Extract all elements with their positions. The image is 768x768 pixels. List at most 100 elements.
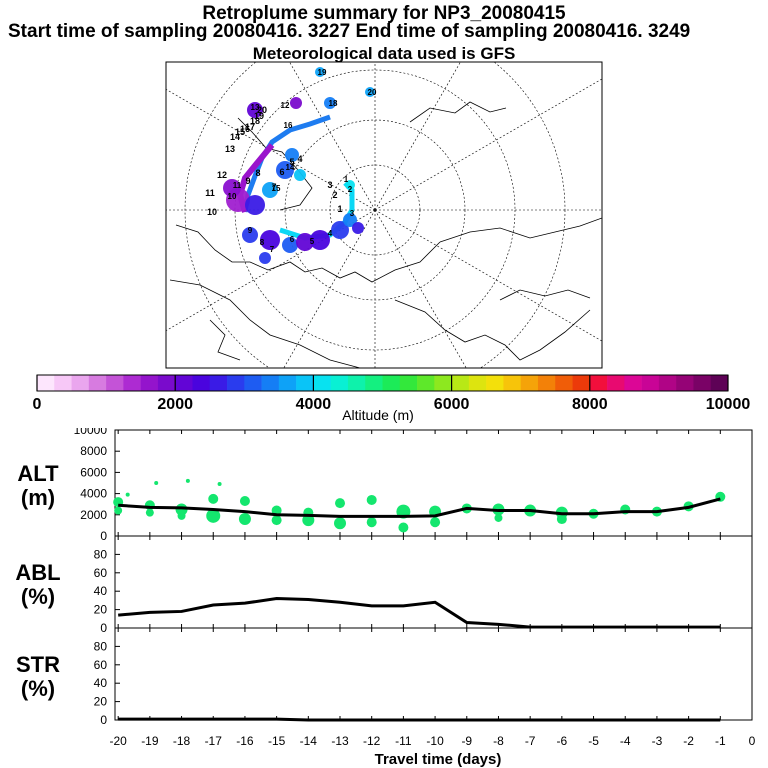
colorbar-cell — [607, 375, 625, 391]
plume-bubble — [242, 227, 258, 243]
colorbar-cell — [382, 375, 401, 391]
colorbar-cell — [37, 375, 55, 391]
coastline — [175, 224, 441, 283]
x-tick-label: -2 — [683, 734, 694, 748]
y-tick-label: 20 — [94, 695, 108, 709]
y-tick-label: 6000 — [80, 465, 107, 479]
bubble-label: 13 — [251, 103, 260, 112]
coastline — [439, 217, 602, 243]
time-series-panels: 0200040006000800010000ALT(m)020406080ABL… — [15, 428, 755, 768]
colorbar-cell — [537, 375, 556, 391]
x-tick-label: -11 — [395, 734, 412, 748]
bubble-label: 15 — [272, 184, 281, 193]
x-tick-label: -7 — [525, 734, 536, 748]
bubble-label: 18 — [329, 99, 338, 108]
colorbar-cell — [106, 375, 124, 391]
colorbar-tick-label: 2000 — [157, 396, 193, 413]
trajectory-label: 19 — [254, 111, 264, 121]
map-coastlines — [169, 101, 602, 368]
colorbar-cell — [710, 375, 729, 391]
altitude-point — [145, 508, 154, 517]
altitude-point — [271, 515, 282, 526]
series-line-alt — [118, 497, 721, 518]
colorbar-cell — [88, 375, 107, 391]
panel-ylabel: ALT — [17, 461, 59, 486]
plume-bubble — [276, 161, 294, 179]
meridian-line — [374, 209, 602, 342]
trajectory-label: 2 — [332, 190, 337, 200]
x-tick-labels: -20 -19 -18 -17 -16 -15 -14 -13 -12 -11 -10 -9 -8 -7-… — [109, 734, 755, 748]
y-tick-label: 2000 — [80, 508, 107, 522]
plume-bubble — [259, 252, 271, 264]
x-axis-label: Travel time (days) — [375, 751, 502, 768]
plume-bubble — [290, 97, 302, 109]
y-tick-label: 80 — [94, 547, 108, 561]
bubble-label: 11 — [233, 181, 242, 190]
colorbar-cell — [468, 375, 487, 391]
colorbar-cell — [157, 375, 176, 391]
x-tick-label: -8 — [493, 734, 504, 748]
y-tick-label: 4000 — [80, 487, 107, 501]
trajectory-label: 18 — [250, 116, 260, 126]
plume-bubble — [285, 148, 299, 162]
trajectory-label: 11 — [205, 188, 215, 198]
colorbar-tick-label: 0 — [33, 396, 42, 413]
y-tick-label: 0 — [100, 621, 107, 635]
meridian-line — [283, 209, 376, 368]
x-tick-label: -4 — [620, 734, 631, 748]
altitude-point — [335, 498, 346, 509]
trajectory-label: 9 — [245, 176, 250, 186]
series-line-str — [118, 717, 721, 722]
series-line-abl — [118, 597, 721, 629]
colorbar-cell — [451, 375, 470, 391]
x-tick-label: -12 — [363, 734, 381, 748]
colorbar-cell — [227, 375, 245, 391]
trajectory-label: 17 — [245, 122, 255, 132]
panel-abl: 0 20 40 60 80 ABL(%) — [15, 535, 753, 635]
x-tick-label: -17 — [205, 734, 223, 748]
altitude-point — [239, 496, 250, 507]
met-data-label: Meteorological data used is GFS — [252, 44, 516, 63]
plume-bubble — [282, 237, 298, 253]
y-tick-label: 10000 — [74, 428, 108, 437]
colorbar-tick-label: 8000 — [572, 396, 608, 413]
bubble-label: 19 — [318, 68, 327, 77]
altitude-point — [177, 511, 186, 520]
colorbar-cell — [365, 375, 383, 391]
x-tick-label: -5 — [588, 734, 599, 748]
bubble-label: 1 — [344, 175, 349, 184]
colorbar-cell — [140, 375, 159, 391]
altitude-point — [114, 506, 123, 515]
altitude-point — [556, 514, 567, 525]
x-tick-label: 0 — [749, 734, 756, 748]
colorbar-tick-label: 4000 — [296, 396, 332, 413]
altitude-point — [366, 494, 377, 505]
colorbar-cell — [486, 375, 504, 391]
colorbar-cell — [54, 375, 72, 391]
panel-frame — [114, 627, 753, 721]
altitude-point — [494, 513, 503, 522]
altitude-point — [398, 522, 409, 533]
colorbar-cell — [244, 375, 262, 391]
map-grid — [166, 62, 602, 368]
altitude-point — [217, 482, 222, 487]
panel-ylabel: STR — [16, 652, 60, 677]
x-tick-label: -1 — [715, 734, 726, 748]
colorbar-tick-label: 6000 — [434, 396, 470, 413]
x-tick-label: -18 — [173, 734, 191, 748]
x-tick-label: -10 — [426, 734, 444, 748]
coastline — [499, 289, 591, 301]
trajectory-label: 12 — [217, 170, 227, 180]
altitude-point — [125, 492, 130, 497]
colorbar-cell — [399, 375, 418, 391]
x-tick-label: -9 — [461, 734, 472, 748]
bubble-label: 2 — [348, 185, 353, 194]
bubble-label: 3 — [350, 209, 355, 218]
bubble-label: 5 — [310, 237, 315, 246]
colorbar-cell — [296, 375, 314, 391]
altitude-point — [208, 493, 219, 504]
plume-bubble — [223, 179, 241, 197]
y-tick-label: 20 — [94, 603, 108, 617]
